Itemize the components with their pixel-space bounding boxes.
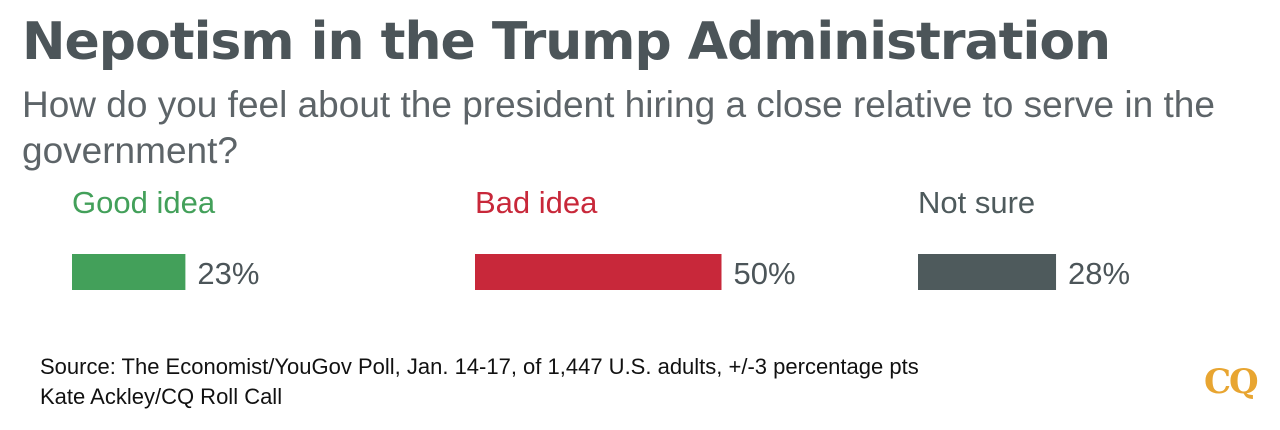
bar-chart: Good idea 23% Bad idea 50% Not sure 28% xyxy=(72,185,1130,291)
chart-subtitle: How do you feel about the president hiri… xyxy=(22,84,1215,171)
value-label-bad-idea: 50% xyxy=(734,256,796,291)
bar-bad-idea xyxy=(475,254,722,290)
bar-good-idea xyxy=(72,254,186,290)
value-label-good-idea: 23% xyxy=(197,256,259,291)
bar-not-sure xyxy=(918,254,1057,290)
source-note: Source: The Economist/YouGov Poll, Jan. … xyxy=(40,352,919,412)
category-label-bad-idea: Bad idea xyxy=(475,185,598,220)
credit-text: Kate Ackley/CQ Roll Call xyxy=(40,384,283,409)
cq-logo: CQ xyxy=(1204,362,1259,402)
category-label-good-idea: Good idea xyxy=(72,185,216,220)
chart-title: Nepotism in the Trump Administration xyxy=(22,12,1111,72)
category-label-not-sure: Not sure xyxy=(918,185,1035,220)
value-label-not-sure: 28% xyxy=(1068,256,1130,291)
source-text: Source: The Economist/YouGov Poll, Jan. … xyxy=(40,354,919,379)
